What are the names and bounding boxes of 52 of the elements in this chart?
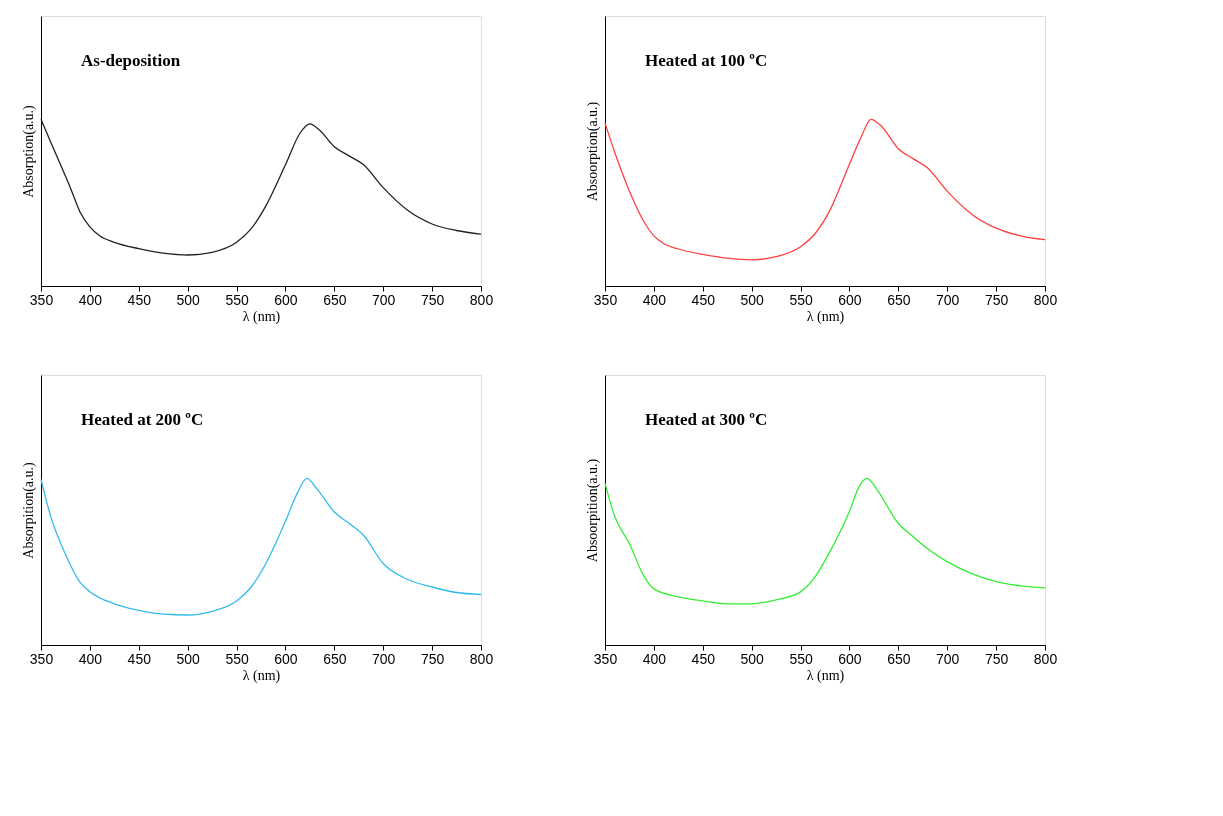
x-tick-label: 750 [984, 650, 1009, 667]
x-tick-label: 750 [420, 650, 445, 667]
text: Heated at 200 ºC [81, 410, 204, 429]
x-tick-label: 700 [936, 650, 960, 667]
x-tick-label: 650 [887, 650, 911, 667]
x-tick-label: 650 [323, 291, 347, 308]
x-tick-label: 400 [642, 291, 667, 308]
x-tick-label: 350 [593, 650, 618, 667]
x-axis-title: λ (nm) [242, 308, 281, 325]
x-tick-label: 650 [323, 650, 347, 667]
x-tick-label: 600 [838, 650, 862, 667]
x-tick-label: 800 [1033, 650, 1058, 667]
x-tick-label: 700 [936, 291, 960, 308]
x-tick-label: 500 [176, 650, 201, 667]
x-tick-label: 800 [469, 291, 494, 308]
x-tick-label: 600 [274, 650, 298, 667]
x-tick-label: 400 [78, 291, 103, 308]
x-axis-title: λ (nm) [242, 667, 281, 684]
x-tick-label: 450 [127, 650, 152, 667]
text: Heated at 100 ºC [645, 51, 768, 70]
x-tick-label: 600 [838, 291, 862, 308]
x-tick-label: 750 [984, 291, 1009, 308]
x-tick-label: 650 [887, 291, 911, 308]
x-tick-label: 600 [274, 291, 298, 308]
x-tick-label: 450 [691, 650, 716, 667]
text: Heated at 300 ºC [645, 410, 768, 429]
x-tick-label: 400 [78, 650, 103, 667]
y-axis-title: Absoorpition(a.u.) [584, 458, 601, 563]
y-axis-title: Absorpition(a.u.) [20, 461, 37, 559]
y-axis-title: Absorption(a.u.) [20, 104, 37, 198]
x-tick-label: 750 [420, 291, 445, 308]
x-tick-label: 500 [740, 291, 765, 308]
x-tick-label: 350 [593, 291, 618, 308]
x-tick-label: 500 [176, 291, 201, 308]
x-tick-label: 450 [691, 291, 716, 308]
text: As-deposition [81, 51, 181, 70]
x-tick-label: 700 [372, 650, 396, 667]
x-tick-label: 450 [127, 291, 152, 308]
x-tick-label: 550 [789, 650, 813, 667]
x-tick-label: 800 [1033, 291, 1058, 308]
x-tick-label: 550 [789, 291, 813, 308]
y-axis-title: Absoorption(a.u.) [584, 101, 601, 202]
x-axis-title: λ (nm) [806, 308, 845, 325]
x-tick-label: 350 [29, 650, 54, 667]
x-tick-label: 800 [469, 650, 494, 667]
x-tick-label: 550 [225, 291, 249, 308]
x-tick-label: 400 [642, 650, 667, 667]
x-tick-label: 500 [740, 650, 765, 667]
x-tick-label: 550 [225, 650, 249, 667]
x-tick-label: 700 [372, 291, 396, 308]
x-tick-label: 350 [29, 291, 54, 308]
x-axis-title: λ (nm) [806, 667, 845, 684]
